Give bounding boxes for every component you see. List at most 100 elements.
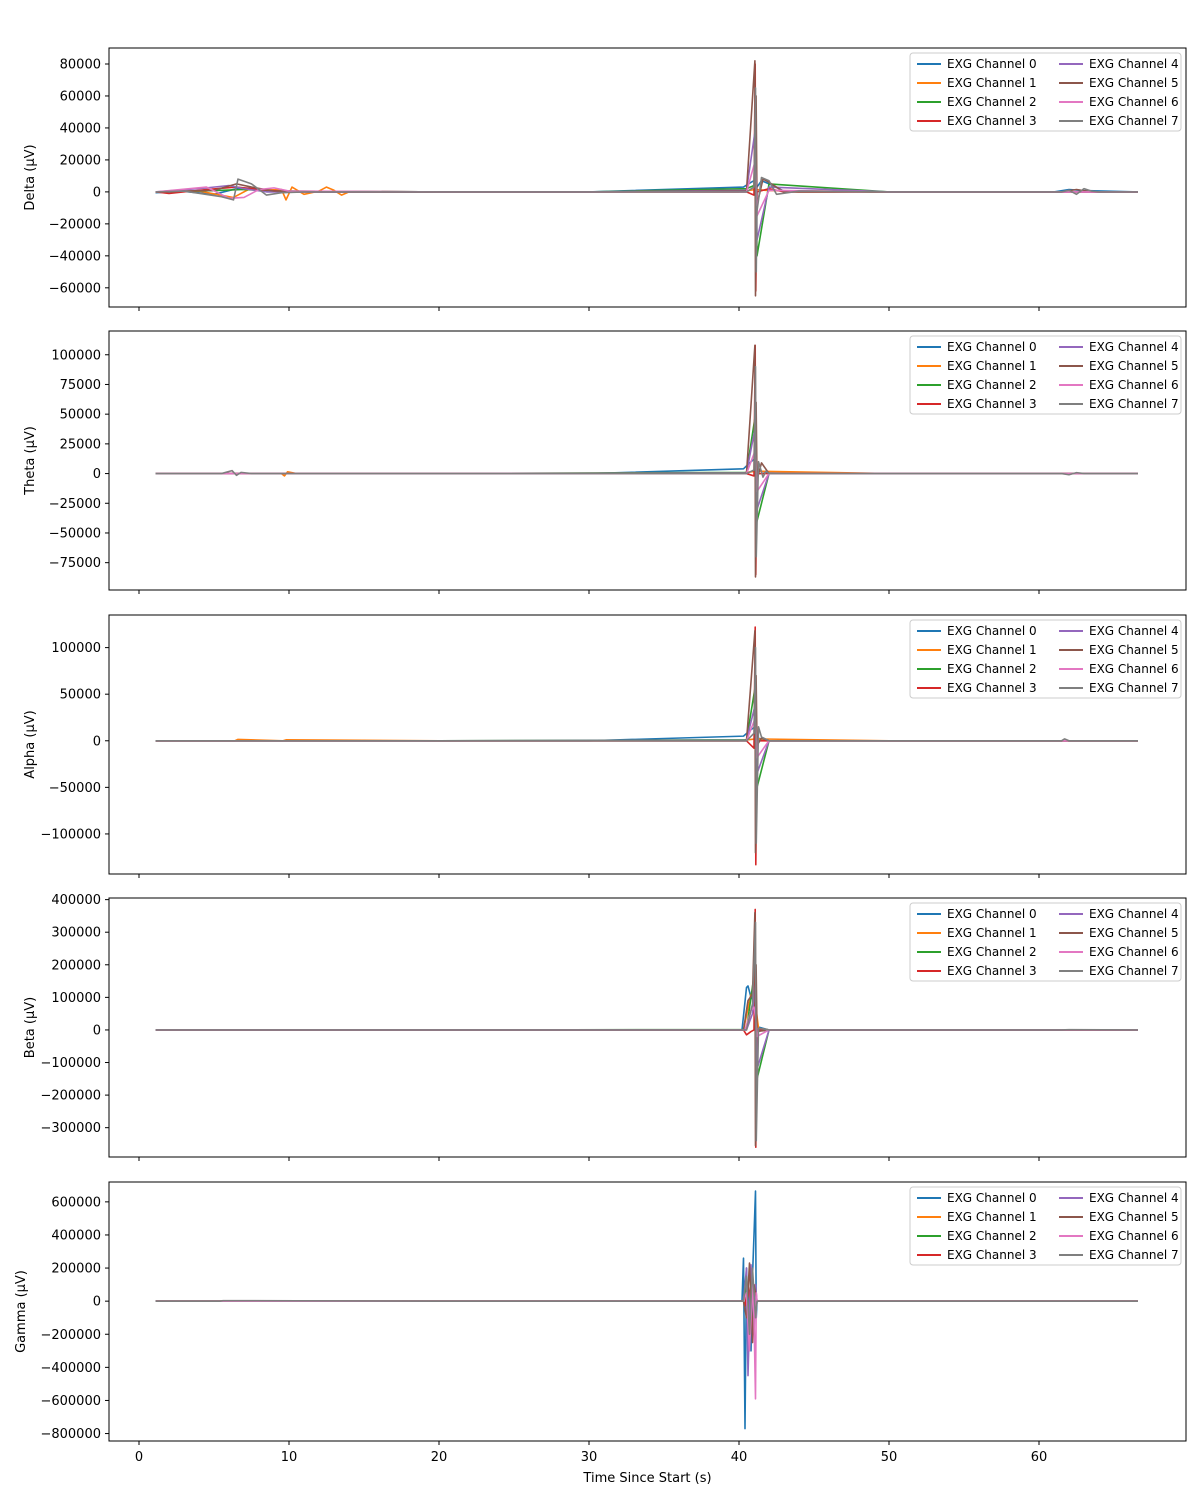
legend-label-channel-0: EXG Channel 0 <box>947 57 1037 71</box>
legend-label-channel-6: EXG Channel 6 <box>1089 662 1179 676</box>
y-tick-label: 50000 <box>60 688 101 703</box>
legend-label-channel-2: EXG Channel 2 <box>947 95 1037 109</box>
y-tick-label: −20000 <box>49 217 101 232</box>
y-tick-label: −100000 <box>40 1056 101 1071</box>
series-line-channel-0 <box>155 985 1138 1031</box>
y-tick-label: −50000 <box>49 781 101 796</box>
series-line-channel-2 <box>155 963 1138 1080</box>
x-tick-label: 50 <box>881 1450 898 1465</box>
series-line-channel-4 <box>155 425 1138 511</box>
y-tick-label: 0 <box>93 467 101 482</box>
axes-frame <box>108 897 1187 1158</box>
y-tick-label: 0 <box>93 1023 101 1038</box>
legend-label-channel-4: EXG Channel 4 <box>1089 907 1179 921</box>
series-line-channel-5 <box>155 1262 1138 1344</box>
y-tick-label: 100000 <box>51 641 101 656</box>
legend-label-channel-3: EXG Channel 3 <box>947 114 1037 128</box>
y-tick-label: −100000 <box>40 827 101 842</box>
axes-frame <box>108 330 1187 591</box>
y-tick-label: 40000 <box>60 121 101 136</box>
series-line-channel-6 <box>155 449 1138 493</box>
y-tick-label: 300000 <box>51 926 101 941</box>
y-tick-label: −25000 <box>49 497 101 512</box>
y-tick-label: 20000 <box>60 153 101 168</box>
series-line-channel-0 <box>155 726 1138 742</box>
series-line-channel-7 <box>155 646 1138 845</box>
series-group <box>155 626 1138 866</box>
legend-label-channel-1: EXG Channel 1 <box>947 359 1037 373</box>
legend-label-channel-0: EXG Channel 0 <box>947 1191 1037 1205</box>
series-line-channel-2 <box>155 684 1138 789</box>
legend-label-channel-6: EXG Channel 6 <box>1089 378 1179 392</box>
legend-label-channel-5: EXG Channel 5 <box>1089 1210 1179 1224</box>
x-axis-label: Time Since Start (s) <box>582 1471 711 1486</box>
series-line-channel-6 <box>155 159 1138 217</box>
series-group <box>155 1190 1138 1430</box>
y-tick-label: 200000 <box>51 1262 101 1277</box>
legend-label-channel-7: EXG Channel 7 <box>1089 964 1179 978</box>
x-tick-label: 60 <box>1031 1450 1048 1465</box>
series-group <box>155 344 1138 578</box>
y-tick-label: −75000 <box>49 556 101 571</box>
y-tick-label: −50000 <box>49 526 101 541</box>
y-tick-label: −200000 <box>40 1328 101 1343</box>
series-line-channel-0 <box>155 458 1138 475</box>
legend: EXG Channel 0 EXG Channel 1 EXG Channel 2 E… <box>909 1186 1182 1266</box>
y-tick-label: −60000 <box>49 281 101 296</box>
y-tick-label: −400000 <box>40 1361 101 1376</box>
axes-frame <box>108 614 1187 875</box>
y-tick-label: 400000 <box>51 893 101 908</box>
legend-label-channel-1: EXG Channel 1 <box>947 643 1037 657</box>
legend-label-channel-6: EXG Channel 6 <box>1089 945 1179 959</box>
series-line-channel-2 <box>155 1283 1138 1327</box>
legend-box <box>909 619 1182 699</box>
legend-label-channel-6: EXG Channel 6 <box>1089 1229 1179 1243</box>
legend-label-channel-2: EXG Channel 2 <box>947 662 1037 676</box>
legend-label-channel-3: EXG Channel 3 <box>947 397 1037 411</box>
axes-frame <box>108 1181 1187 1442</box>
legend-label-channel-4: EXG Channel 4 <box>1089 624 1179 638</box>
series-line-channel-1 <box>155 1275 1138 1336</box>
y-tick-label: 600000 <box>51 1195 101 1210</box>
series-line-channel-4 <box>155 1263 1138 1377</box>
y-tick-label: 0 <box>93 734 101 749</box>
y-tick-label: −40000 <box>49 249 101 264</box>
series-group <box>155 908 1139 1149</box>
y-tick-label: 80000 <box>60 57 101 72</box>
legend-label-channel-2: EXG Channel 2 <box>947 1229 1037 1243</box>
series-line-channel-3 <box>155 1283 1138 1311</box>
y-tick-label: −800000 <box>40 1427 101 1442</box>
panel-3: −300000 −200000 0 100000 200000 300000 400000 −… <box>23 893 1187 1161</box>
legend-label-channel-2: EXG Channel 2 <box>947 945 1037 959</box>
legend-box <box>909 52 1182 132</box>
series-line-channel-7 <box>155 365 1138 558</box>
series-line-channel-6 <box>155 716 1138 759</box>
legend-box <box>909 1186 1182 1266</box>
legend-label-channel-1: EXG Channel 1 <box>947 76 1037 90</box>
legend-label-channel-3: EXG Channel 3 <box>947 964 1037 978</box>
series-line-channel-7 <box>155 1267 1138 1336</box>
y-tick-label: 50000 <box>60 408 101 423</box>
x-tick-label: 40 <box>731 1450 748 1465</box>
y-tick-label: −600000 <box>40 1394 101 1409</box>
legend-label-channel-6: EXG Channel 6 <box>1089 95 1179 109</box>
legend-box <box>909 902 1182 982</box>
series-line-channel-4 <box>155 980 1138 1070</box>
y-tick-label: 400000 <box>51 1228 101 1243</box>
y-tick-label: −300000 <box>40 1121 101 1136</box>
y-axis-label: Beta (µV) <box>23 997 38 1058</box>
legend-label-channel-5: EXG Channel 5 <box>1089 76 1179 90</box>
series-line-channel-1 <box>155 991 1138 1031</box>
legend: EXG Channel 0 EXG Channel 1 EXG Channel 2 E… <box>909 902 1182 982</box>
x-tick-label: 20 <box>431 1450 448 1465</box>
panel-0: −60000 −40000 −20000 0 20000 40000 60000 80000 D… <box>23 47 1187 311</box>
legend-label-channel-7: EXG Channel 7 <box>1089 114 1179 128</box>
series-group <box>155 59 1139 297</box>
legend: EXG Channel 0 EXG Channel 1 EXG Channel 2 E… <box>909 52 1182 132</box>
legend-label-channel-0: EXG Channel 0 <box>947 340 1037 354</box>
series-line-channel-7 <box>155 921 1139 1142</box>
legend: EXG Channel 0 EXG Channel 1 EXG Channel 2 E… <box>909 619 1182 699</box>
legend-box <box>909 335 1182 415</box>
legend-label-channel-4: EXG Channel 4 <box>1089 1191 1179 1205</box>
